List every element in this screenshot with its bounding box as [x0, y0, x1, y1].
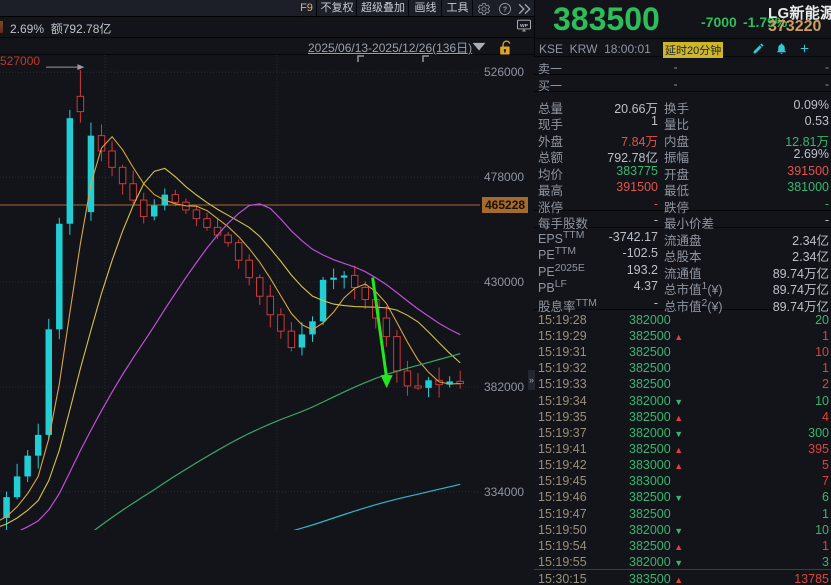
- svg-text:WP: WP: [520, 23, 529, 29]
- svg-text:527000: 527000: [0, 55, 40, 68]
- svg-text:?: ?: [503, 7, 507, 14]
